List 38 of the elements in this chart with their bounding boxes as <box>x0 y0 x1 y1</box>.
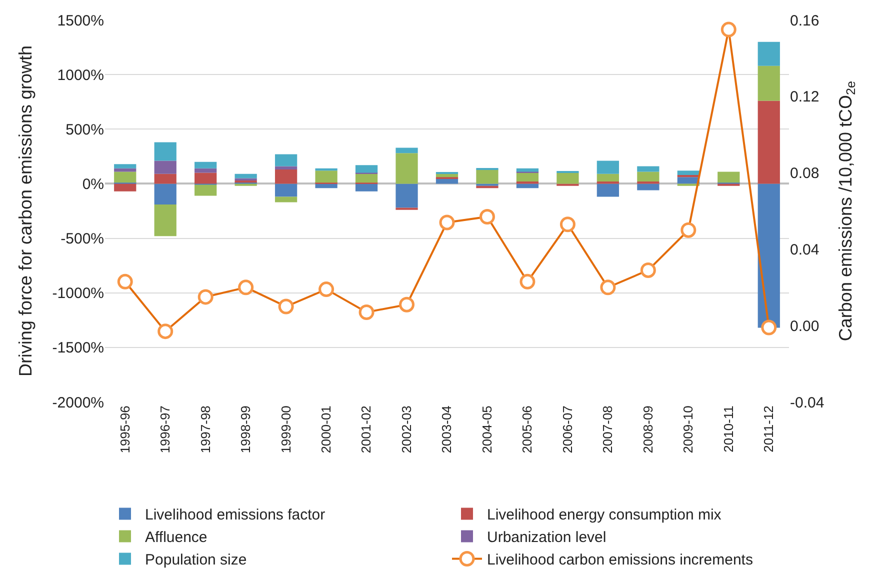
y2-tick-label: 0.04 <box>790 241 820 258</box>
legend-label: Affluence <box>145 529 208 546</box>
x-tick-label: 2005-06 <box>520 406 535 454</box>
x-tick-label: 2006-07 <box>560 406 575 454</box>
y-axis-title: Driving force for carbon emissions growth <box>15 45 36 377</box>
x-tick-label: 1998-99 <box>238 406 254 454</box>
y-tick-label: 1000% <box>57 66 104 84</box>
x-tick-label: 1999-00 <box>278 406 294 454</box>
x-tick-label: 2003-04 <box>439 406 454 454</box>
x-tick-label: 2002-03 <box>398 406 414 454</box>
y2-tick-label: 0.12 <box>790 88 820 106</box>
legend-label: Urbanization level <box>487 529 606 546</box>
y-tick-label: 0% <box>82 176 104 193</box>
x-tick-label: 2008-09 <box>640 406 656 454</box>
x-tick-label: 2004-05 <box>479 406 494 454</box>
legend-label: Population size <box>145 552 247 569</box>
x-tick-label: 2009-10 <box>680 406 696 454</box>
y-tick-label: -1500% <box>52 340 104 357</box>
y-tick-label: -1000% <box>52 285 104 302</box>
legend-label: Livelihood emissions factor <box>145 506 326 524</box>
y-tick-label: 500% <box>66 121 104 138</box>
x-tick-label: 1996-97 <box>158 406 173 454</box>
y-tick-label: -2000% <box>52 394 104 412</box>
y-tick-label: 1500% <box>57 12 104 30</box>
y2-tick-label: 0.16 <box>790 12 820 30</box>
y2-tick-label: 0.08 <box>790 165 820 182</box>
x-tick-label: 2010-11 <box>720 406 736 452</box>
x-tick-label: 2007-08 <box>600 406 616 454</box>
y-tick-label: -500% <box>60 230 104 248</box>
y2-tick-label: 0.00 <box>790 318 820 335</box>
x-tick-label: 2000-01 <box>318 406 334 454</box>
x-tick-label: 1997-98 <box>198 406 213 454</box>
x-tick-label: 2011-12 <box>761 406 776 452</box>
x-tick-label: 1995-96 <box>117 406 132 454</box>
y2-tick-label: -0.04 <box>790 394 824 412</box>
x-tick-label: 2001-02 <box>358 406 374 454</box>
legend-label: Livelihood energy consumption mix <box>487 506 722 524</box>
legend-label: Livelihood carbon emissions increments <box>487 552 753 569</box>
